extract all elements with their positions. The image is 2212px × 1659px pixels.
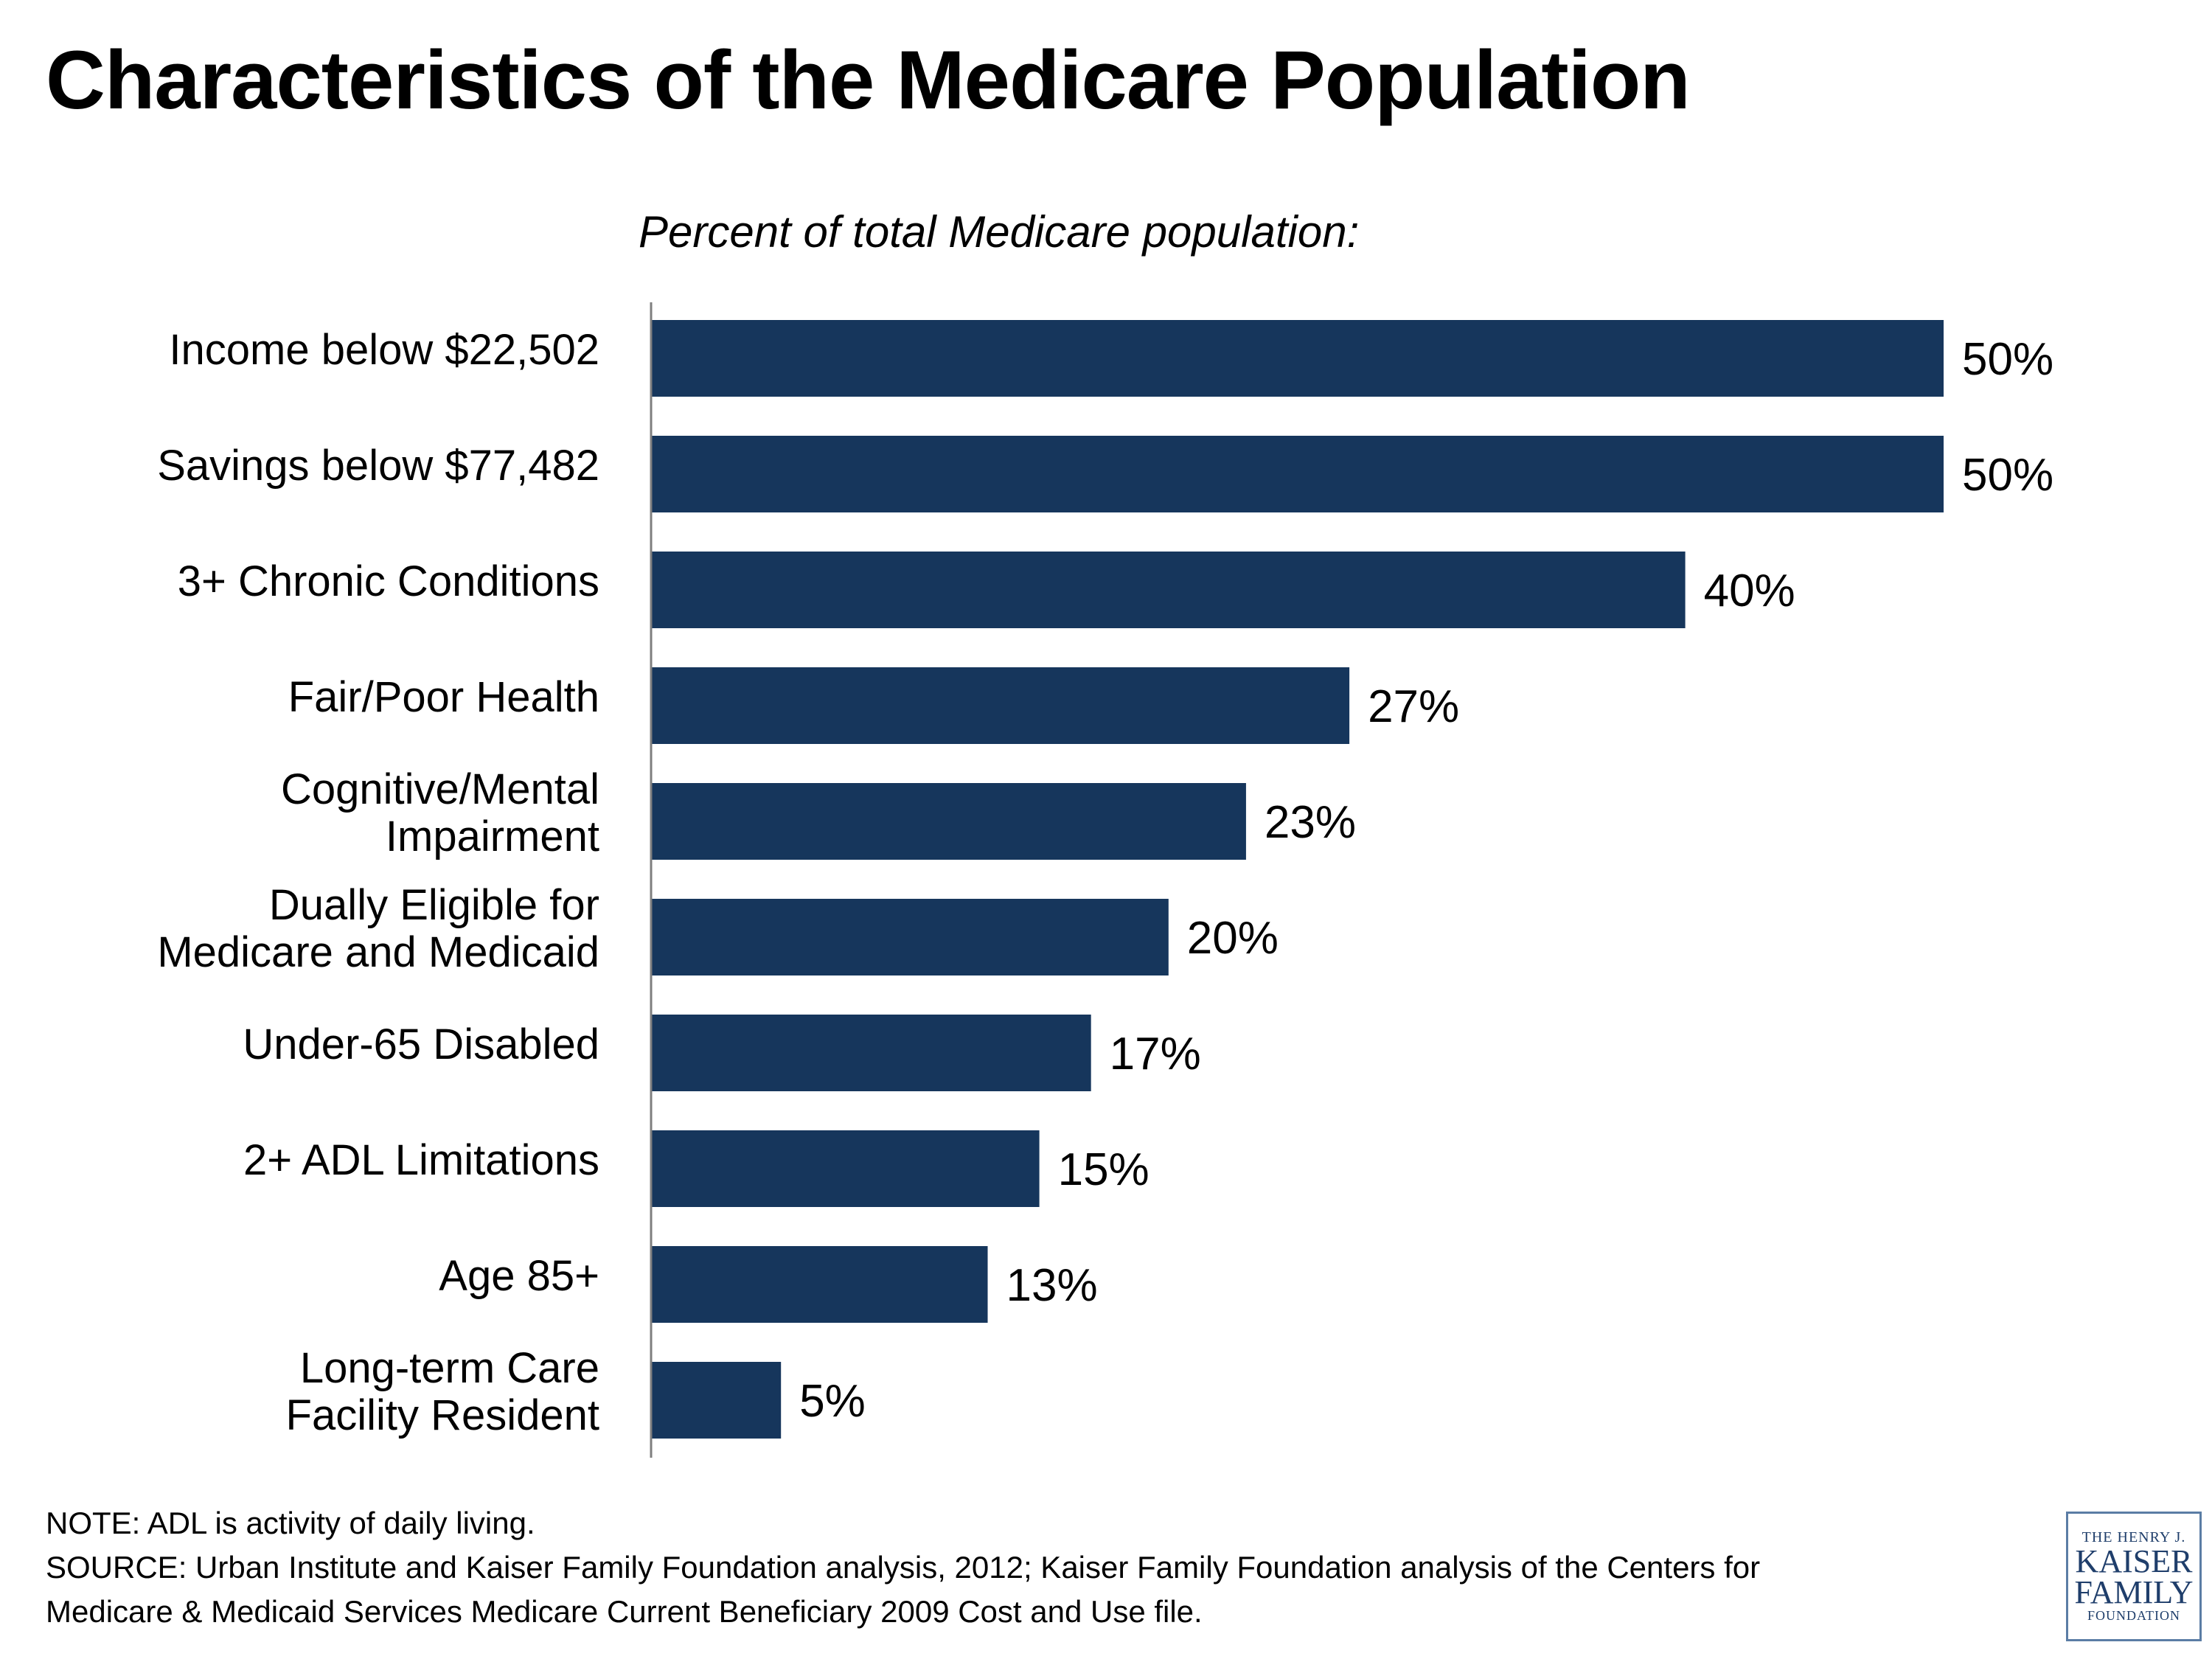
bar-value-label: 15%: [1058, 1144, 1150, 1195]
bar: [652, 436, 1944, 512]
category-label-line: Impairment: [386, 813, 599, 860]
bar-value-label: 5%: [799, 1376, 866, 1427]
category-label-line: 3+ Chronic Conditions: [178, 557, 599, 605]
source-text-line-1: SOURCE: Urban Institute and Kaiser Famil…: [46, 1550, 1761, 1585]
category-label-line: Age 85+: [439, 1252, 599, 1300]
category-label-line: Long-term Care: [300, 1344, 599, 1392]
bar: [652, 667, 1350, 744]
bar: [652, 1130, 1040, 1207]
kff-logo: THE HENRY J. KAISER FAMILY FOUNDATION: [2066, 1512, 2202, 1641]
category-label: Fair/Poor Health: [288, 673, 599, 721]
bar-value-label: 23%: [1265, 797, 1356, 848]
category-label-line: Under-65 Disabled: [243, 1020, 599, 1068]
bar-value-label: 20%: [1187, 913, 1279, 964]
category-label: Cognitive/Mental Impairment: [281, 765, 599, 860]
chart-subtitle: Percent of total Medicare population:: [639, 207, 1360, 257]
bar-value-label: 27%: [1368, 681, 1459, 732]
page-title: Characteristics of the Medicare Populati…: [46, 34, 1691, 126]
bar: [652, 1362, 782, 1439]
bar: [652, 1015, 1091, 1091]
logo-line-1: THE HENRY J.: [2081, 1529, 2186, 1545]
bar-value-label: 40%: [1704, 566, 1795, 616]
footnotes: NOTE: ADL is activity of daily living. S…: [46, 1501, 1760, 1634]
bars-layer: [652, 320, 1944, 1439]
category-label-line: Facility Resident: [286, 1391, 599, 1439]
source-text-line-2: Medicare & Medicaid Services Medicare Cu…: [46, 1594, 1203, 1629]
category-label: Under-65 Disabled: [243, 1020, 599, 1068]
category-label: Savings below $77,482: [157, 442, 599, 490]
category-label-line: Savings below $77,482: [157, 442, 599, 490]
category-label-line: Medicare and Medicaid: [157, 928, 599, 976]
bar-value-label: 13%: [1006, 1260, 1098, 1311]
category-label-line: Dually Eligible for: [269, 881, 599, 929]
logo-line-4: FOUNDATION: [2087, 1608, 2180, 1623]
category-label: 3+ Chronic Conditions: [178, 557, 599, 605]
bar: [652, 552, 1686, 628]
bar-value-label: 50%: [1962, 334, 2053, 385]
bar-value-label: 17%: [1110, 1029, 1201, 1079]
category-label-line: Fair/Poor Health: [288, 673, 599, 721]
bar: [652, 783, 1246, 860]
category-label-line: Cognitive/Mental: [281, 765, 599, 813]
category-label: Income below $22,502: [169, 326, 599, 374]
bar-value-label: 50%: [1962, 450, 2053, 501]
category-label: Dually Eligible for Medicare and Medicaid: [157, 881, 599, 976]
category-label: Long-term Care Facility Resident: [286, 1344, 599, 1439]
bar-chart: 50% Income below $22,502 50% Savings below …: [157, 302, 2053, 1458]
bar: [652, 1246, 988, 1323]
logo-line-3: FAMILY: [2074, 1574, 2194, 1610]
bar: [652, 320, 1944, 397]
logo-line-2: KAISER: [2075, 1543, 2193, 1579]
category-label-line: 2+ ADL Limitations: [243, 1136, 599, 1184]
bar: [652, 899, 1169, 975]
category-label: Age 85+: [439, 1252, 599, 1300]
category-label: 2+ ADL Limitations: [243, 1136, 599, 1184]
labels-layer: 50% Income below $22,502 50% Savings below …: [157, 326, 2053, 1439]
category-label-line: Income below $22,502: [169, 326, 599, 374]
note-text: NOTE: ADL is activity of daily living.: [46, 1506, 535, 1540]
